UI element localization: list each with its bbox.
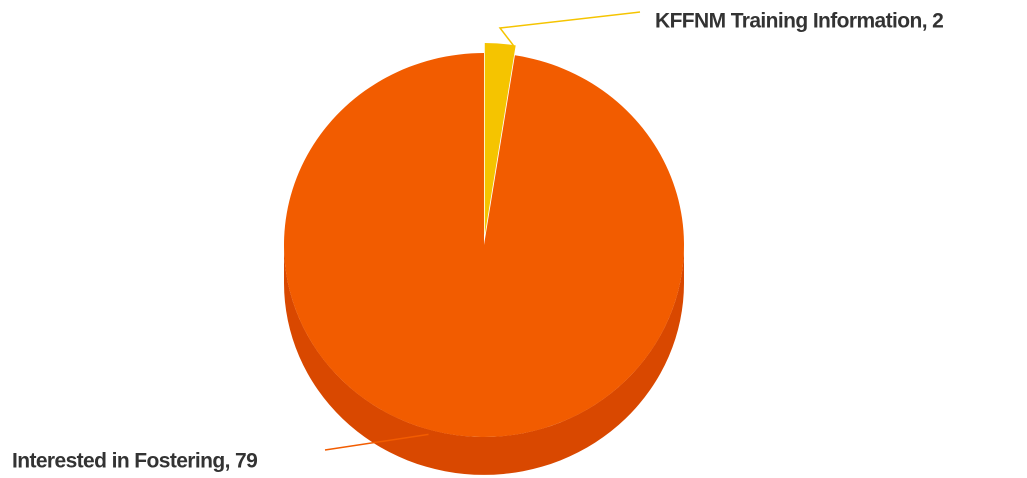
data-label: KFFNM Training Information, 2 — [655, 10, 943, 33]
data-label: Interested in Fostering, 79 — [12, 450, 257, 473]
slice — [484, 43, 516, 236]
leader-line — [498, 11, 641, 47]
slice — [283, 53, 684, 437]
leader-line — [324, 433, 429, 451]
slice-side — [284, 245, 684, 475]
